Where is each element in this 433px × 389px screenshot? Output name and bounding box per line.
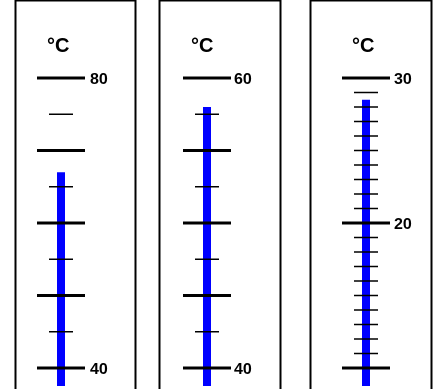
- scale-label: 30: [394, 71, 412, 88]
- scale-label: 40: [234, 361, 252, 378]
- liquid-column: [203, 107, 211, 386]
- thermometer-frame: [14, 0, 137, 389]
- scale-label: 80: [90, 71, 108, 88]
- thermometer-1: °C 80 40: [14, 0, 137, 389]
- thermometer-frame: [309, 0, 433, 389]
- scale-label: 60: [234, 71, 252, 88]
- unit-label: °C: [47, 35, 69, 57]
- thermometer-2: °C 60 40: [158, 0, 282, 389]
- liquid-column: [57, 172, 65, 386]
- thermometer-3: °C 30 20: [309, 0, 433, 389]
- liquid-column: [362, 99, 370, 386]
- scale-label: 20: [394, 216, 412, 233]
- unit-label: °C: [352, 35, 374, 57]
- unit-label: °C: [191, 35, 213, 57]
- scale-label: 40: [90, 361, 108, 378]
- thermometer-frame: [158, 0, 282, 389]
